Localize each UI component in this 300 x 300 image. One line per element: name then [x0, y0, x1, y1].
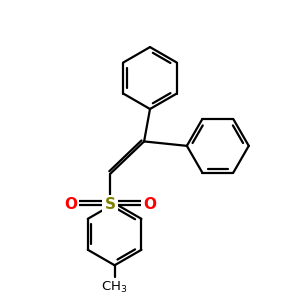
Text: O: O	[64, 197, 77, 212]
Text: CH$_3$: CH$_3$	[101, 280, 128, 295]
Text: S: S	[105, 197, 116, 212]
Text: O: O	[143, 197, 157, 212]
